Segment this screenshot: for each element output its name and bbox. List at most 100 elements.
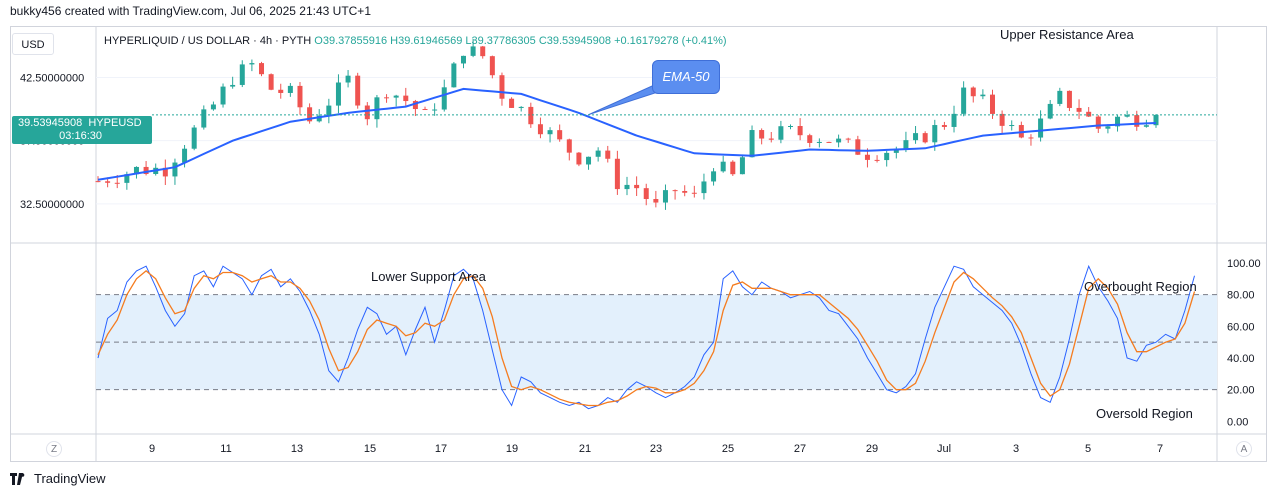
candle — [499, 72, 505, 106]
candle — [1095, 115, 1101, 133]
candle — [287, 83, 293, 97]
candle — [518, 106, 524, 112]
currency-selector[interactable]: USD — [12, 33, 54, 55]
candle — [191, 125, 197, 151]
candle — [528, 102, 534, 128]
candle — [259, 61, 265, 77]
candle — [816, 138, 822, 148]
lower-support-annotation: Lower Support Area — [371, 269, 486, 284]
date-tick-label: 3 — [1013, 443, 1019, 455]
candle — [460, 55, 466, 69]
date-tick-label: 7 — [1157, 443, 1163, 455]
stochastic-tick-label: 80.00 — [1227, 290, 1255, 302]
stochastic-tick-label: 20.00 — [1227, 385, 1255, 397]
candle — [739, 154, 745, 175]
candle — [605, 145, 611, 163]
last-price-value: 39.53945908 HYPEUSD — [18, 117, 142, 129]
candle — [249, 59, 255, 72]
candle — [133, 166, 139, 179]
auto-scale-z-button[interactable]: Z — [46, 441, 62, 457]
candle — [768, 131, 774, 143]
candle — [691, 185, 697, 198]
date-tick-label: 15 — [364, 443, 376, 455]
date-tick-label: Jul — [937, 443, 951, 455]
candle — [595, 147, 601, 162]
candle — [855, 135, 861, 156]
candle — [316, 109, 322, 123]
date-tick-label: 17 — [435, 443, 447, 455]
overbought-annotation: Overbought Region — [1084, 279, 1197, 294]
candle — [547, 127, 553, 143]
candle — [451, 61, 457, 88]
stochastic-d-line — [97, 270, 1196, 407]
candle — [1028, 134, 1034, 146]
candle — [239, 60, 245, 88]
brand-footer: TradingView — [10, 471, 106, 486]
price-tick-label: 32.50000000 — [20, 199, 84, 211]
date-tick-label: 23 — [650, 443, 662, 455]
candle — [230, 76, 236, 89]
candle — [307, 103, 313, 124]
candle — [172, 158, 178, 185]
stochastic-tick-label: 0.00 — [1227, 416, 1248, 428]
candle — [432, 103, 438, 116]
date-tick-label: 9 — [149, 443, 155, 455]
candle — [1134, 110, 1140, 131]
legend-symbol: HYPERLIQUID / US DOLLAR · 4h · PYTH — [104, 35, 312, 47]
candle — [634, 176, 640, 196]
candle — [480, 45, 486, 59]
candle — [1115, 114, 1121, 132]
date-tick-label: 11 — [220, 443, 231, 455]
candle — [970, 86, 976, 103]
candle — [989, 89, 995, 119]
candle — [845, 137, 851, 143]
candle — [614, 150, 620, 195]
date-tick-label: 25 — [722, 443, 734, 455]
ema-50-callout: EMA-50 — [652, 60, 720, 94]
candle — [874, 155, 880, 163]
symbol-legend: HYPERLIQUID / US DOLLAR · 4h · PYTH O39.… — [104, 35, 727, 47]
tradingview-logo-icon — [10, 472, 25, 485]
candle — [162, 159, 168, 186]
candle — [999, 110, 1005, 134]
candle — [345, 70, 351, 88]
candle — [980, 89, 986, 100]
price-tick-label: 42.50000000 — [20, 73, 84, 85]
candle — [672, 189, 678, 200]
candle — [643, 183, 649, 206]
candle — [913, 126, 919, 144]
candle — [335, 74, 341, 114]
date-tick-label: 13 — [291, 443, 303, 455]
candle — [393, 94, 399, 107]
candle — [355, 72, 361, 109]
candle — [682, 185, 688, 197]
auto-scale-a-button[interactable]: A — [1236, 441, 1252, 457]
candle — [941, 121, 947, 130]
candle — [278, 83, 284, 99]
candle — [1018, 121, 1024, 139]
candle — [1047, 100, 1053, 120]
candle — [268, 73, 274, 91]
candle — [662, 184, 668, 210]
bar-countdown: 03:16:30 — [59, 130, 102, 142]
candle — [1086, 107, 1092, 118]
candle — [1038, 110, 1044, 142]
candle — [884, 150, 890, 167]
candle — [807, 133, 813, 148]
legend-change: +0.16179278 (+0.41%) — [614, 35, 727, 47]
candle — [143, 161, 149, 176]
candle — [701, 173, 707, 200]
candle — [201, 105, 207, 130]
candle — [951, 105, 957, 133]
date-tick-label: 19 — [506, 443, 518, 455]
candle — [961, 81, 967, 117]
brand-name: TradingView — [34, 471, 106, 486]
last-price-badge: 39.53945908 HYPEUSD 03:16:30 — [12, 116, 152, 144]
candle — [557, 124, 563, 142]
upper-resistance-annotation: Upper Resistance Area — [1000, 27, 1134, 42]
candle — [1076, 99, 1082, 120]
legend-low: L39.37786305 — [465, 35, 536, 47]
candle — [470, 38, 476, 58]
candle — [653, 190, 659, 208]
